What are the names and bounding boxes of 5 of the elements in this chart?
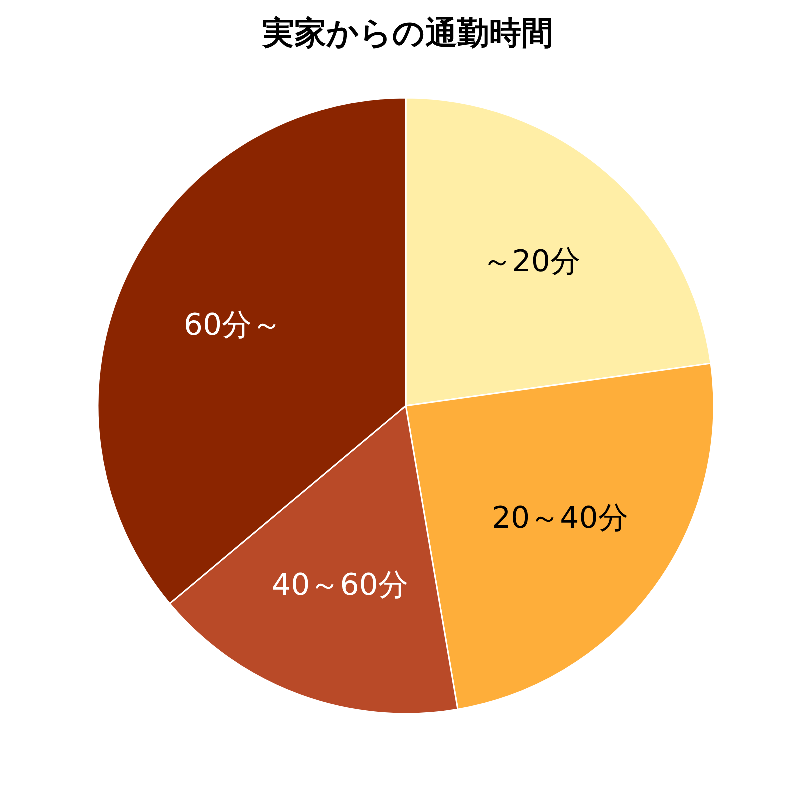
slice-label: 40～60分 (272, 568, 408, 603)
chart-title: 実家からの通勤時間 (262, 14, 554, 52)
slice-label: ～20分 (482, 244, 580, 280)
slice-label: 20～40分 (492, 501, 628, 536)
slice-label: 60分～ (184, 308, 282, 343)
